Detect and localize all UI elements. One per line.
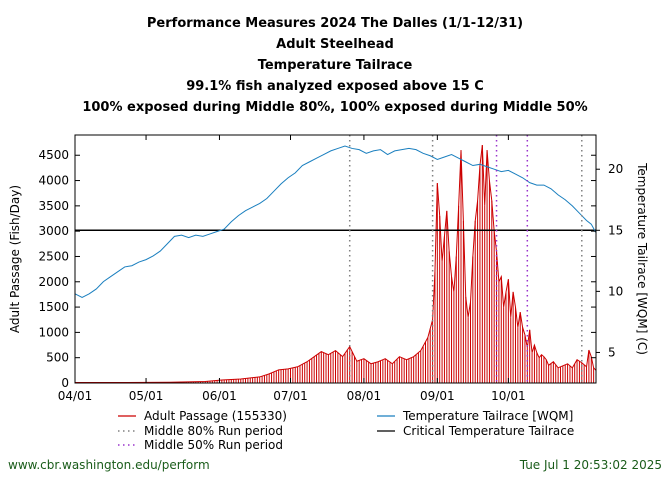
x-tick-label: 08/01: [347, 389, 382, 403]
x-tick-label: 09/01: [420, 389, 455, 403]
x-tick-label: 07/01: [273, 389, 308, 403]
chart-subtitle-exposure: 99.1% fish analyzed exposed above 15 C: [186, 79, 484, 94]
y-tick-label: 4500: [38, 148, 69, 162]
x-tick-label: 04/01: [58, 389, 93, 403]
y-tick-label: 1000: [38, 325, 69, 339]
y2-tick-label: 5: [608, 345, 616, 359]
x-tick-label: 05/01: [129, 389, 164, 403]
y2-tick-label: 10: [608, 284, 623, 298]
chart-subtitle-run-periods: 100% exposed during Middle 80%, 100% exp…: [82, 100, 588, 115]
y-tick-label: 3500: [38, 199, 69, 213]
chart-subtitle-measure: Temperature Tailrace: [257, 58, 413, 73]
y-tick-label: 2000: [38, 275, 69, 289]
legend-label: Middle 80% Run period: [144, 424, 283, 438]
plot-frame: [74, 134, 597, 384]
passage-line: [75, 145, 597, 383]
source-url: www.cbr.washington.edu/perform: [8, 458, 210, 472]
x-tick-label: 06/01: [202, 389, 237, 403]
y-tick-label: 2500: [38, 249, 69, 263]
legend-label: Critical Temperature Tailrace: [403, 424, 574, 438]
generated-timestamp: Tue Jul 1 20:53:02 2025: [519, 458, 662, 472]
legend-label: Temperature Tailrace [WQM]: [402, 409, 573, 423]
legend-label: Middle 50% Run period: [144, 438, 283, 452]
chart-title: Performance Measures 2024 The Dalles (1/…: [146, 16, 524, 31]
temperature-line: [74, 145, 597, 299]
chart-subtitle-species: Adult Steelhead: [276, 37, 394, 52]
y-tick-label: 500: [46, 351, 69, 365]
x-tick-label: 10/01: [491, 389, 526, 403]
y-tick-label: 3000: [38, 224, 69, 238]
y2-tick-label: 20: [608, 162, 623, 176]
y-tick-label: 4000: [38, 174, 69, 188]
y-tick-label: 0: [61, 376, 69, 390]
y-axis-label: Adult Passage (Fish/Day): [8, 185, 22, 333]
y2-tick-label: 15: [608, 223, 623, 237]
y2-axis-label: Temperature Tailrace [WQM] (C): [635, 162, 649, 355]
legend-label: Adult Passage (155330): [144, 409, 287, 423]
chart-title-block: Performance Measures 2024 The Dalles (1/…: [0, 13, 670, 118]
y-tick-label: 1500: [38, 300, 69, 314]
